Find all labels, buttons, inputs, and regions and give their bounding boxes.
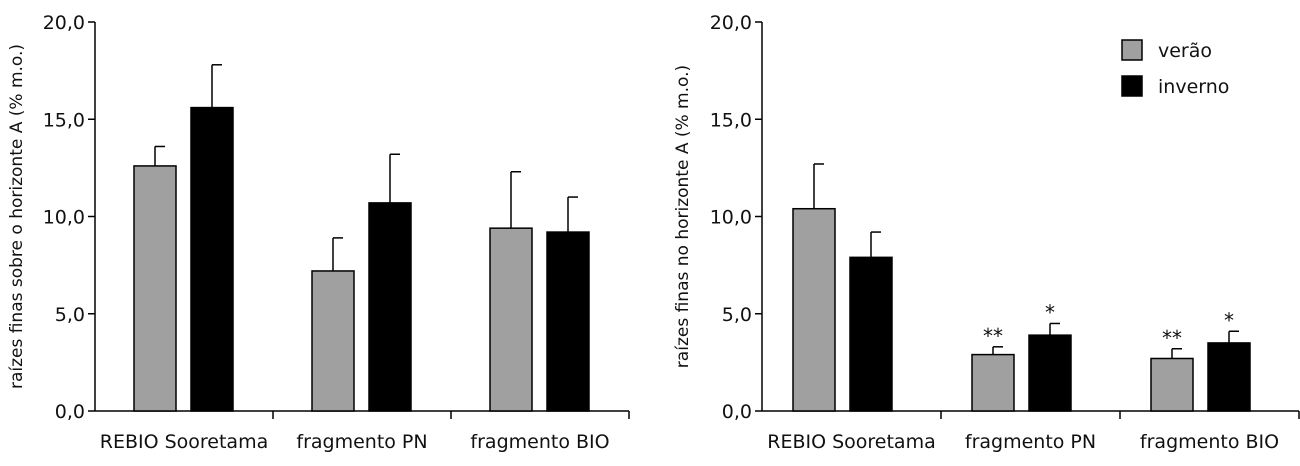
bar-0-0-2 (489, 227, 533, 412)
bar-1-1-1 (1028, 334, 1072, 412)
y-tick-label-1-1: 5,0 (722, 304, 752, 326)
x-tick-label-0-1: fragmento PN (296, 431, 427, 453)
x-tick-label-0-2: fragmento BIO (470, 431, 609, 453)
significance-mark-1-0-1: ** (983, 324, 1003, 348)
y-tick-label-0-1: 5,0 (55, 304, 85, 326)
significance-mark-1-1-1: * (1045, 300, 1055, 324)
x-tick-label-0-0: REBIO Sooretama (100, 431, 268, 453)
bar-0-1-0 (190, 106, 234, 412)
y-tick-label-1-4: 20,0 (710, 12, 752, 34)
legend-label-1: inverno (1158, 76, 1229, 98)
legend-label-0: verão (1158, 40, 1212, 62)
x-tick-label-1-0: REBIO Sooretama (767, 431, 935, 453)
bar-1-1-0 (849, 256, 893, 412)
y-tick-label-0-4: 20,0 (43, 12, 85, 34)
bar-0-0-0 (133, 165, 177, 412)
x-tick-label-1-1: fragmento PN (965, 431, 1096, 453)
legend-swatch-1 (1121, 75, 1143, 97)
bar-1-0-0 (792, 207, 836, 412)
y-tick-label-0-0: 0,0 (55, 401, 85, 423)
y-axis-label-1: raízes finas no horizonte A (% m.o.) (673, 65, 693, 368)
y-tick-label-0-3: 15,0 (43, 109, 85, 131)
bar-0-1-2 (546, 231, 590, 412)
bar-0-1-1 (368, 202, 412, 412)
y-tick-label-1-0: 0,0 (722, 401, 752, 423)
y-tick-label-0-2: 10,0 (43, 207, 85, 229)
y-tick-label-1-2: 10,0 (710, 207, 752, 229)
significance-mark-1-1-2: * (1224, 308, 1234, 332)
y-axis-label-0: raízes finas sobre o horizonte A (% m.o.… (7, 44, 27, 389)
bar-1-0-1 (971, 353, 1015, 412)
bar-0-0-1 (311, 270, 355, 412)
bar-1-0-2 (1150, 357, 1194, 412)
legend-swatch-0 (1121, 39, 1143, 61)
y-tick-label-1-3: 15,0 (710, 109, 752, 131)
x-tick-label-1-2: fragmento BIO (1140, 431, 1279, 453)
significance-mark-1-0-2: ** (1162, 326, 1182, 350)
bar-1-1-2 (1207, 342, 1251, 412)
